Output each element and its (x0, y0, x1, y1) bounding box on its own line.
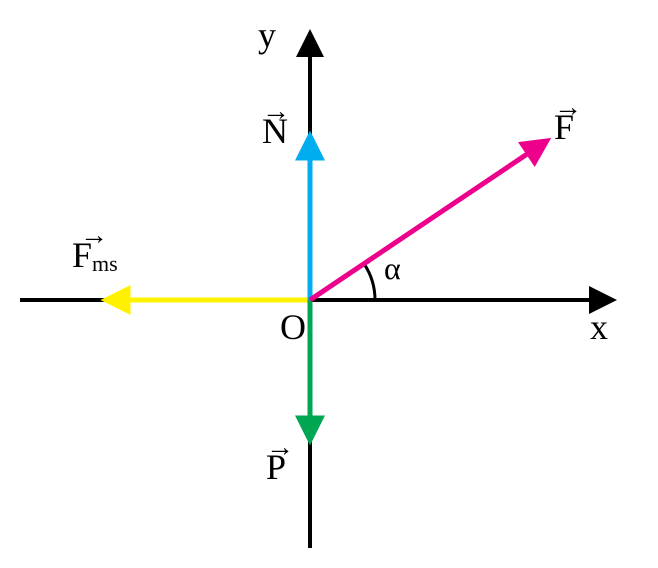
vector-f-label: → F (554, 106, 574, 148)
vector-n-letter: N (262, 111, 288, 151)
angle-arc (364, 264, 375, 300)
vector-f (310, 142, 545, 300)
angle-label: α (384, 250, 401, 287)
vector-f-letter: F (554, 107, 574, 147)
vector-fms-subscript: ms (92, 251, 118, 276)
force-diagram-svg (0, 0, 658, 568)
vector-p-label: → P (266, 446, 286, 488)
vector-n-label: → N (262, 110, 288, 152)
origin-label: O (280, 306, 306, 348)
vector-p-letter: P (266, 447, 286, 487)
vector-fms-label: → Fms (72, 234, 118, 277)
x-axis-label: x (590, 306, 608, 348)
y-axis-label: y (258, 14, 276, 56)
vector-fms-letter: F (72, 235, 92, 275)
